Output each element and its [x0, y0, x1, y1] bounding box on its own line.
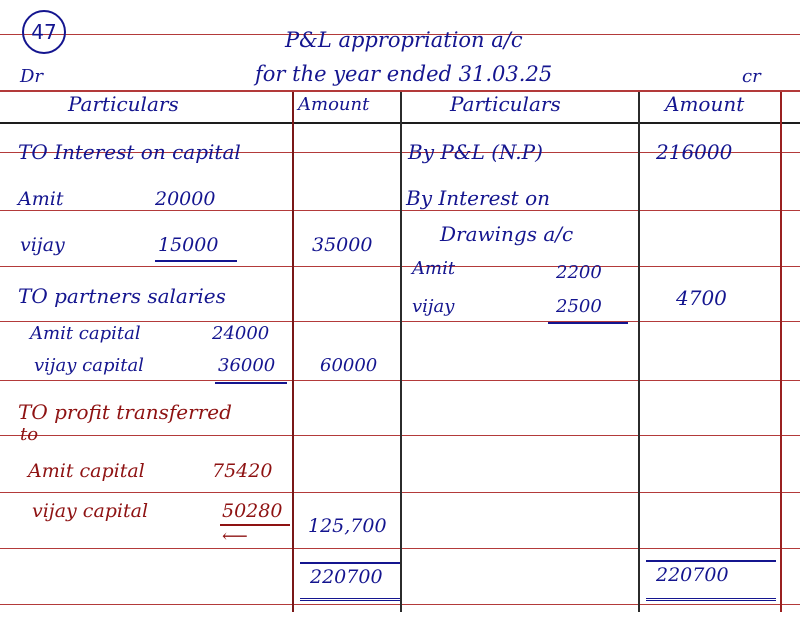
- debit-total-box: [300, 562, 400, 601]
- salaries-total: 60000: [320, 355, 378, 376]
- subtotal-underline: [155, 260, 237, 262]
- dr-label: Dr: [20, 66, 44, 87]
- profit-transferred-heading-to: to: [20, 424, 39, 445]
- interest-amit-name: Amit: [18, 188, 64, 210]
- notebook-rule: [0, 34, 800, 35]
- partners-salaries-heading: TO partners salaries: [18, 284, 226, 308]
- by-pl-label: By P&L (N.P): [408, 140, 543, 164]
- column-divider: [292, 92, 294, 612]
- notebook-rule: [0, 90, 800, 92]
- by-pl-value: 216000: [656, 140, 733, 164]
- credit-grand-total: 220700: [656, 564, 729, 586]
- column-heading-particulars: Particulars: [450, 92, 561, 116]
- salary-vijay-value: 36000: [218, 355, 276, 376]
- subtotal-underline: [215, 382, 287, 384]
- column-divider: [638, 92, 640, 612]
- salary-vijay-label: vijay capital: [34, 355, 144, 376]
- interest-on-drawings-heading: By Interest on: [406, 186, 550, 210]
- subtotal-underline: [220, 524, 290, 526]
- drawings-amit-name: Amit: [412, 258, 456, 279]
- profit-arrow: ⟵: [222, 526, 248, 547]
- profit-transferred-heading: TO profit transferred: [18, 400, 232, 424]
- interest-amit-value: 20000: [155, 188, 216, 210]
- interest-on-capital-heading: TO Interest on capital: [18, 140, 241, 164]
- debit-grand-total: 220700: [310, 566, 383, 588]
- subtotal-underline: [548, 322, 628, 324]
- column-heading-amount: Amount: [665, 92, 745, 116]
- profit-vijay-label: vijay capital: [32, 500, 149, 522]
- column-divider: [780, 92, 782, 612]
- column-divider: [400, 92, 402, 612]
- profit-total: 125,700: [308, 515, 387, 537]
- drawings-vijay-value: 2500: [556, 296, 602, 317]
- interest-vijay-name: vijay: [20, 234, 65, 256]
- interest-vijay-value: 15000: [158, 234, 219, 256]
- question-number: 47: [31, 20, 57, 44]
- drawings-amit-value: 2200: [556, 262, 602, 283]
- salary-amit-label: Amit capital: [30, 323, 141, 344]
- profit-amit-label: Amit capital: [28, 460, 145, 482]
- account-title: P&L appropriation a/c: [285, 28, 523, 52]
- column-heading-particulars: Particulars: [68, 92, 179, 116]
- drawings-total: 4700: [676, 286, 727, 310]
- column-heading-amount: Amount: [298, 94, 370, 115]
- drawings-vijay-name: vijay: [412, 296, 455, 317]
- salary-amit-value: 24000: [212, 323, 270, 344]
- profit-vijay-value: 50280: [222, 500, 283, 522]
- profit-amit-value: 75420: [212, 460, 273, 482]
- account-period: for the year ended 31.03.25: [255, 62, 553, 86]
- interest-total: 35000: [312, 234, 373, 256]
- cr-label: cr: [742, 66, 761, 87]
- question-number-badge: 47: [22, 10, 66, 54]
- credit-total-box: [646, 560, 776, 601]
- interest-on-drawings-heading-line2: Drawings a/c: [440, 222, 574, 246]
